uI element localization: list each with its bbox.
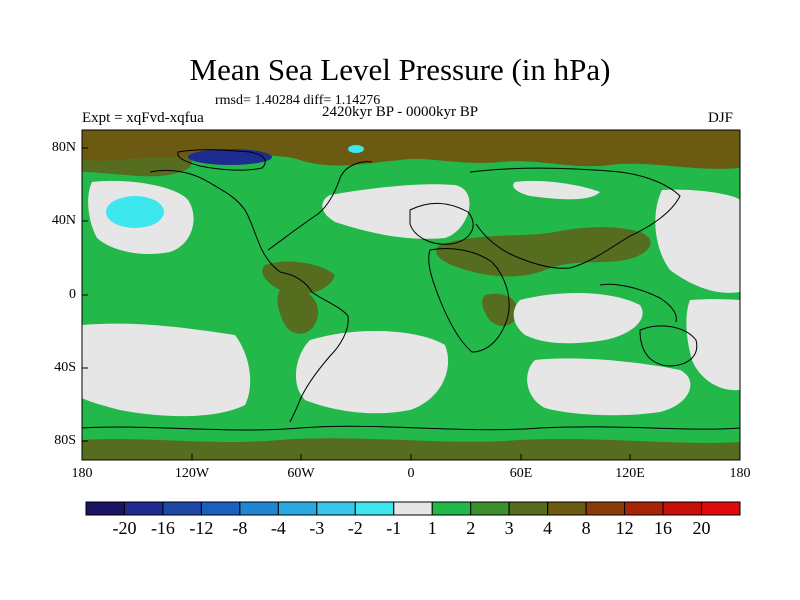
north-pacific-low (106, 196, 164, 228)
caribbean-high (262, 261, 335, 295)
indonesia-coast (599, 283, 677, 323)
colorbar-box (701, 501, 741, 516)
colorbar-label: 3 (504, 518, 514, 538)
antarctica-coast (82, 425, 740, 431)
colorbar-label: -8 (232, 518, 248, 538)
map-title: Mean Sea Level Pressure (in hPa) (189, 52, 611, 87)
antarctic-high (82, 438, 740, 460)
colorbar-label: -16 (150, 518, 175, 538)
colorbar-box (85, 501, 125, 516)
colorbar (85, 501, 741, 516)
colorbar-label: 16 (654, 518, 673, 538)
colorbar-label: -12 (189, 518, 214, 538)
colorbar-label: 20 (692, 518, 711, 538)
colorbar-label: 4 (543, 518, 553, 538)
colorbar-box (508, 501, 549, 516)
asia-coast (469, 167, 681, 269)
atlantic-coast (267, 161, 373, 251)
colorbar-box (624, 501, 664, 516)
colorbar-label: -1 (386, 518, 402, 538)
pacific-north-band (82, 157, 192, 177)
colorbar-box (547, 501, 587, 516)
colorbar-box (354, 501, 395, 516)
colorbar-box (239, 501, 279, 516)
lon-label-180w: 180 (71, 466, 93, 481)
greenland-coast (177, 149, 266, 171)
colorbar-box (470, 501, 510, 516)
south-america-coast (279, 271, 349, 423)
southeast-pacific-neutral (686, 299, 740, 391)
axis-ticks (81, 147, 741, 460)
lon-label-60w: 60W (287, 466, 315, 481)
period-label: 2420kyr BP - 0000kyr BP (322, 104, 479, 120)
indian-ocean-neutral (513, 293, 643, 344)
lat-label-80n: 80N (51, 140, 76, 155)
colorbar-label: -2 (347, 518, 363, 538)
lat-label-0: 0 (69, 287, 76, 302)
colorbar-box (662, 501, 703, 516)
amazon-high (277, 288, 319, 334)
africa-coast (428, 248, 510, 353)
lon-label-0: 0 (407, 466, 415, 481)
season-label: DJF (708, 110, 734, 126)
lon-label-60e: 60E (509, 466, 533, 481)
arctic-high (82, 130, 740, 169)
colorbar-label: 8 (581, 518, 591, 538)
coastlines (82, 149, 740, 431)
north-atlantic-neutral (322, 184, 470, 239)
map-field (82, 130, 740, 460)
colorbar-box (162, 501, 202, 516)
colorbar-box (393, 501, 433, 516)
colorbar-label: 1 (427, 518, 437, 538)
colorbar-box (123, 501, 164, 516)
colorbar-box (585, 501, 626, 516)
south-pacific-neutral (82, 323, 251, 417)
south-atlantic-neutral (295, 330, 449, 414)
colorbar-box (316, 501, 356, 516)
australia-coast (639, 325, 698, 367)
southern-ocean-neutral (527, 358, 691, 416)
colorbar-box (200, 501, 241, 516)
greenland-low (188, 149, 272, 165)
lon-label-120w: 120W (174, 466, 210, 481)
colorbar-label: 2 (466, 518, 476, 538)
lon-label-180e: 180 (729, 466, 751, 481)
siberia-neutral (513, 180, 600, 200)
east-pacific-neutral (655, 189, 740, 293)
lon-label-120e: 120E (615, 466, 645, 481)
colorbar-label: -4 (270, 518, 286, 538)
svalbard-low (348, 145, 364, 153)
lat-label-40n: 40N (51, 213, 76, 228)
lat-label-80s: 80S (54, 433, 76, 448)
experiment-label: Expt = xqFvd-xqfua (82, 110, 204, 126)
stats-text: rmsd= 1.40284 diff= 1.14276 (215, 93, 381, 108)
europe-coast (409, 203, 474, 245)
north-america-coast (149, 169, 281, 273)
colorbar-label: -3 (309, 518, 325, 538)
lat-label-40s: 40S (54, 360, 76, 375)
colorbar-box (431, 501, 472, 516)
colorbar-box (277, 501, 318, 516)
colorbar-label: -20 (112, 518, 137, 538)
colorbar-label: 12 (615, 518, 634, 538)
